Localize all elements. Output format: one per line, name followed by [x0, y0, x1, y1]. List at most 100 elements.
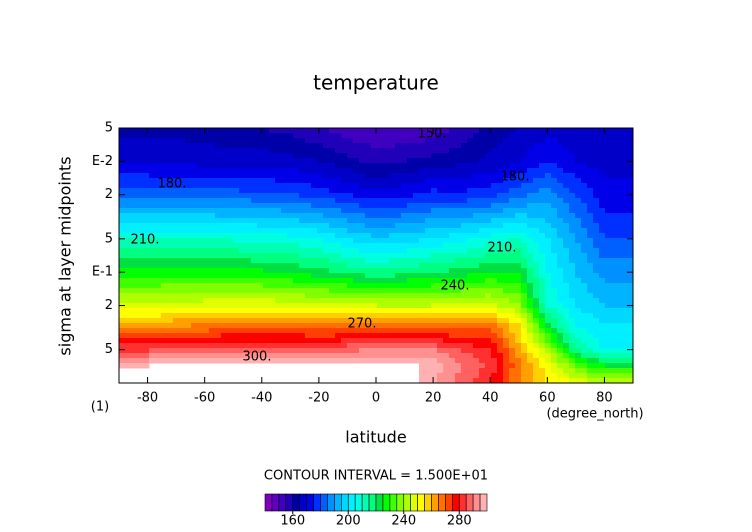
field-cell — [437, 188, 444, 194]
field-cell — [275, 303, 282, 309]
field-cell — [119, 233, 126, 239]
field-cell — [563, 313, 570, 319]
field-cell — [431, 308, 438, 314]
field-cell — [197, 348, 204, 354]
field-cell — [323, 338, 330, 344]
field-cell — [563, 208, 570, 214]
field-cell — [137, 268, 144, 274]
field-cell — [611, 343, 618, 349]
field-cell — [461, 368, 468, 374]
field-cell — [185, 223, 192, 229]
field-cell — [227, 293, 234, 299]
field-cell — [623, 138, 630, 144]
field-cell — [539, 158, 546, 164]
field-cell — [251, 293, 258, 299]
field-cell — [383, 173, 390, 179]
field-cell — [479, 163, 486, 169]
field-cell — [125, 333, 132, 339]
field-cell — [371, 303, 378, 309]
field-cell — [587, 268, 594, 274]
field-cell — [449, 333, 456, 339]
colorbar-box — [465, 493, 474, 512]
field-cell — [287, 348, 294, 354]
field-cell — [401, 308, 408, 314]
field-cell — [473, 328, 480, 334]
field-cell — [605, 318, 612, 324]
field-cell — [401, 173, 408, 179]
field-cell — [521, 308, 528, 314]
field-cell — [341, 168, 348, 174]
field-cell — [155, 303, 162, 309]
field-cell — [395, 168, 402, 174]
field-cell — [491, 283, 498, 289]
field-cell — [341, 243, 348, 249]
field-cell — [413, 278, 420, 284]
field-cell — [521, 168, 528, 174]
field-cell — [161, 178, 168, 184]
field-cell — [287, 248, 294, 254]
field-cell — [587, 218, 594, 224]
field-cell — [299, 143, 306, 149]
field-cell — [521, 158, 528, 164]
field-cell — [617, 203, 624, 209]
field-cell — [311, 298, 318, 304]
field-cell — [317, 318, 324, 324]
field-cell — [557, 328, 564, 334]
field-cell — [347, 253, 354, 259]
field-cell — [329, 338, 336, 344]
field-cell — [359, 228, 366, 234]
field-cell — [479, 168, 486, 174]
field-cell — [449, 183, 456, 189]
field-cell — [227, 218, 234, 224]
field-cell — [137, 283, 144, 289]
field-cell — [605, 188, 612, 194]
field-cell — [587, 128, 594, 134]
field-cell — [539, 313, 546, 319]
field-cell — [551, 258, 558, 264]
field-cell — [245, 328, 252, 334]
field-cell — [251, 308, 258, 314]
field-cell — [179, 313, 186, 319]
field-cell — [617, 258, 624, 264]
field-cell — [593, 348, 600, 354]
field-cell — [473, 163, 480, 169]
field-cell — [221, 288, 228, 294]
field-cell — [215, 193, 222, 199]
field-cell — [617, 343, 624, 349]
field-cell — [587, 163, 594, 169]
field-cell — [557, 348, 564, 354]
field-cell — [329, 313, 336, 319]
field-cell — [257, 303, 264, 309]
field-cell — [449, 283, 456, 289]
field-cell — [143, 198, 150, 204]
field-cell — [215, 308, 222, 314]
field-cell — [389, 258, 396, 264]
field-cell — [605, 308, 612, 314]
field-cell — [563, 133, 570, 139]
field-cell — [509, 293, 516, 299]
field-cell — [353, 283, 360, 289]
field-cell — [143, 253, 150, 259]
field-cell — [131, 358, 138, 364]
field-cell — [593, 203, 600, 209]
field-cell — [191, 188, 198, 194]
field-cell — [605, 343, 612, 349]
field-cell — [257, 133, 264, 139]
field-cell — [491, 208, 498, 214]
field-cell — [149, 213, 156, 219]
field-cell — [563, 253, 570, 259]
field-cell — [413, 328, 420, 334]
field-cell — [581, 253, 588, 259]
field-cell — [143, 313, 150, 319]
field-cell — [251, 158, 258, 164]
field-cell — [581, 293, 588, 299]
field-cell — [197, 193, 204, 199]
field-cell — [479, 223, 486, 229]
field-cell — [407, 128, 414, 134]
field-cell — [119, 178, 126, 184]
field-cell — [461, 373, 468, 379]
field-cell — [521, 228, 528, 234]
field-cell — [491, 143, 498, 149]
field-cell — [605, 218, 612, 224]
field-cell — [491, 238, 498, 244]
